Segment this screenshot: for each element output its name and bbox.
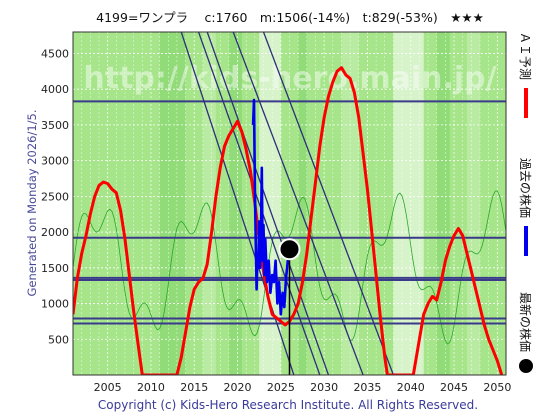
legend-label-latest-price: 最新の株価 bbox=[518, 292, 533, 352]
y-axis-ticks: 500 1000 1500 2000 2500 3000 3500 4000 4500 bbox=[41, 47, 69, 346]
trend-lines bbox=[180, 32, 395, 375]
data-series bbox=[73, 66, 504, 375]
x-tick-label: 2025 bbox=[267, 381, 295, 394]
legend-item-latest-price: 最新の株価 bbox=[518, 292, 533, 373]
legend-label-past-price: 過去の株価 bbox=[518, 158, 533, 218]
x-tick-label: 2050 bbox=[483, 381, 511, 394]
legend-item-forecast: ＡＩ予測 bbox=[518, 32, 532, 118]
legend-label-forecast: ＡＩ予測 bbox=[518, 32, 532, 80]
y-tick-label: 500 bbox=[48, 333, 69, 346]
x-tick-label: 2045 bbox=[440, 381, 468, 394]
latest-price-marker-group bbox=[278, 238, 301, 375]
plot-frame bbox=[72, 31, 507, 376]
latest-price-marker bbox=[278, 238, 301, 261]
background-band bbox=[298, 32, 307, 375]
y-tick-label: 4000 bbox=[41, 83, 69, 96]
copyright-footer: Copyright (c) Kids-Hero Research Institu… bbox=[98, 398, 478, 412]
past-price-series-line bbox=[251, 98, 291, 316]
y-tick-label: 2000 bbox=[41, 226, 69, 239]
x-tick-label: 2015 bbox=[180, 381, 208, 394]
forecast-series-line bbox=[73, 66, 504, 375]
trend-line bbox=[197, 32, 321, 375]
y-tick-label: 1500 bbox=[41, 262, 69, 275]
x-tick-label: 2035 bbox=[353, 381, 381, 394]
legend-swatch-latest-price bbox=[519, 359, 533, 373]
background-band bbox=[341, 32, 359, 375]
y-tick-label: 3000 bbox=[41, 155, 69, 168]
trend-line bbox=[232, 32, 364, 375]
x-tick-label: 2040 bbox=[397, 381, 425, 394]
legend: ＡＩ予測 過去の株価 最新の株価 bbox=[518, 32, 533, 373]
generated-date-label: Generated on Monday 2026/1/5. bbox=[25, 109, 39, 296]
indicator-lines bbox=[73, 190, 506, 345]
y-tick-label: 4500 bbox=[41, 47, 69, 60]
watermark-text: http://kids-hero.main.jp/ bbox=[83, 61, 496, 96]
y-tick-label: 2500 bbox=[41, 190, 69, 203]
trend-line bbox=[262, 32, 395, 375]
chart-title: 4199=ワンプラ c:1760 m:1506(-14%) t:829(-53%… bbox=[96, 10, 484, 25]
x-tick-label: 2030 bbox=[310, 381, 338, 394]
y-tick-label: 1000 bbox=[41, 298, 69, 311]
background-band bbox=[202, 32, 216, 375]
background-band bbox=[228, 32, 242, 375]
y-tick-label: 3500 bbox=[41, 119, 69, 132]
x-tick-label: 2020 bbox=[224, 381, 252, 394]
x-tick-label: 2010 bbox=[137, 381, 165, 394]
legend-item-past-price: 過去の株価 bbox=[518, 158, 533, 256]
x-axis-ticks: 2005 2010 2015 2020 2025 2030 2035 2040 2045 2050 bbox=[94, 381, 512, 394]
indicator-line bbox=[73, 190, 506, 345]
trend-line bbox=[206, 32, 330, 375]
x-tick-label: 2005 bbox=[94, 381, 122, 394]
plot-area: http://kids-hero.main.jp/ bbox=[72, 31, 507, 376]
